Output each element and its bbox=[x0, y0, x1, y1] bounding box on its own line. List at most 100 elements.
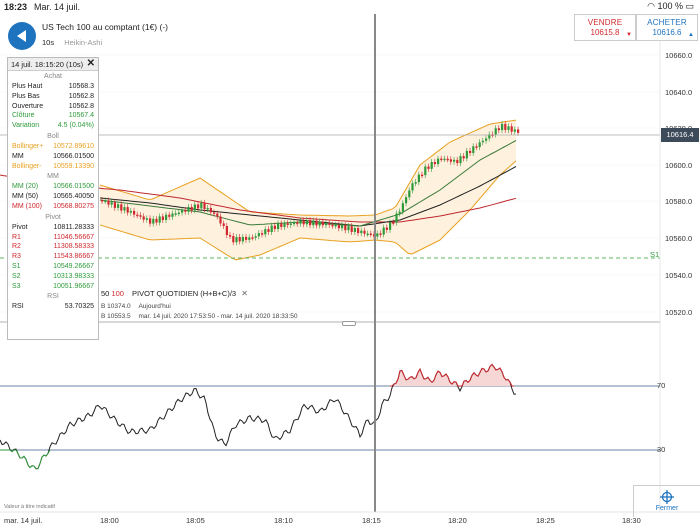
popup-row: Bollinger- 10559.13390 bbox=[8, 162, 98, 172]
popup-header: 14 juil. 18:15:20 (10s) ✕ bbox=[8, 58, 98, 71]
legend-close-icon[interactable]: ✕ bbox=[241, 289, 248, 298]
candle-body bbox=[417, 174, 420, 183]
rsi-oversold-line bbox=[0, 449, 51, 470]
candle-body bbox=[117, 204, 120, 208]
candle-body bbox=[152, 218, 155, 224]
legend-ma100[interactable]: 100 bbox=[111, 289, 124, 298]
candle-body bbox=[267, 229, 270, 233]
popup-row-label: Plus Bas bbox=[12, 92, 40, 100]
candle-body bbox=[478, 142, 481, 148]
popup-row: Variation 4.5 (0.04%) bbox=[8, 121, 98, 131]
popup-row: MM (100) 10568.80275 bbox=[8, 202, 98, 212]
panel-resize-handle[interactable] bbox=[342, 321, 356, 326]
candle-body bbox=[197, 204, 200, 209]
candle-body bbox=[459, 156, 462, 164]
popup-row: S2 10313.98333 bbox=[8, 272, 98, 282]
back-button[interactable] bbox=[8, 22, 36, 50]
popup-row-value: 10567.4 bbox=[68, 112, 94, 120]
current-price-badge: 10616.4 bbox=[661, 128, 699, 142]
popup-section-title: RSI bbox=[47, 293, 59, 301]
candle-body bbox=[360, 230, 363, 234]
close-icon[interactable]: ✕ bbox=[86, 58, 95, 69]
x-axis-tick-label: 18:25 bbox=[536, 516, 555, 525]
candle-body bbox=[171, 213, 174, 217]
candle-body bbox=[123, 207, 126, 211]
interval-label[interactable]: 10s bbox=[42, 38, 55, 47]
x-axis-tick-label: 18:30 bbox=[622, 516, 641, 525]
popup-row-label: MM (50) bbox=[12, 193, 39, 201]
candle-body bbox=[161, 216, 164, 220]
grid-lines bbox=[0, 54, 660, 313]
candle-body bbox=[501, 123, 504, 131]
popup-row-label: Bollinger+ bbox=[12, 142, 44, 150]
candle-body bbox=[145, 218, 148, 220]
candle-body bbox=[136, 214, 139, 217]
candle-body bbox=[139, 215, 142, 217]
instrument-title[interactable]: US Tech 100 au comptant (1€) (-) bbox=[42, 22, 168, 32]
candle-body bbox=[158, 216, 161, 223]
popup-row-value: 10562.8 bbox=[68, 102, 94, 110]
candle-body bbox=[430, 162, 433, 169]
close-button[interactable]: Fermer bbox=[633, 485, 700, 517]
candle-body bbox=[113, 202, 116, 208]
candle-body bbox=[376, 233, 379, 237]
y-axis-tick-label: 10540.0 bbox=[665, 271, 693, 280]
candle-body bbox=[187, 206, 190, 212]
candle-body bbox=[213, 212, 216, 214]
buy-arrow-icon: ▲ bbox=[688, 32, 694, 38]
candle-body bbox=[449, 159, 452, 162]
candle-body bbox=[155, 218, 158, 223]
candle-body bbox=[216, 213, 219, 217]
popup-section-title: Achat bbox=[44, 73, 62, 80]
status-time: 18:23 bbox=[4, 2, 28, 12]
candle-body bbox=[312, 220, 315, 226]
popup-row-value: 10562.8 bbox=[68, 92, 94, 100]
candle-body bbox=[133, 210, 136, 215]
candle-body bbox=[453, 159, 456, 162]
candle-body bbox=[104, 200, 107, 203]
sell-button[interactable]: VENDRE 10615.8 ▼ bbox=[574, 14, 636, 41]
sell-price: 10615.8 bbox=[590, 28, 620, 37]
candle-body bbox=[401, 203, 404, 212]
buy-button[interactable]: ACHETER 10616.6 ▲ bbox=[636, 14, 698, 41]
candle-body bbox=[321, 221, 324, 226]
candle-body bbox=[440, 158, 443, 161]
candle-body bbox=[341, 225, 344, 229]
popup-row-value: 10565.40050 bbox=[53, 193, 94, 201]
crosshair-icon bbox=[660, 490, 674, 504]
rsi-level-30-label: 30 bbox=[657, 445, 666, 454]
legend-ma50[interactable]: 50 bbox=[101, 289, 110, 298]
popup-achat-list: Plus Haut 10568.3 Plus Bas 10562.8 Ouverture… bbox=[8, 82, 98, 131]
candle-body bbox=[389, 222, 392, 230]
popup-row-value: 10559.13390 bbox=[53, 162, 94, 170]
popup-row-label: Pivot bbox=[12, 223, 28, 231]
candle-body bbox=[497, 128, 500, 131]
candle-type-label[interactable]: Heikin-Ashi bbox=[64, 38, 103, 47]
candle-body bbox=[107, 200, 110, 205]
popup-row-value: 10549.26667 bbox=[53, 262, 94, 270]
candle-body bbox=[251, 237, 254, 239]
info-line-2: B 10553.5 mar. 14 juil. 2020 17:53:50 - … bbox=[101, 313, 297, 320]
candle-body bbox=[443, 158, 446, 161]
popup-row-value: 10811.28333 bbox=[53, 223, 94, 231]
candle-body bbox=[485, 138, 488, 141]
popup-row: Clôture 10567.4 bbox=[8, 111, 98, 121]
y-axis-tick-label: 10580.0 bbox=[665, 197, 693, 206]
popup-row-value: 10313.98333 bbox=[53, 272, 94, 280]
candle-body bbox=[344, 225, 347, 231]
candle-body bbox=[238, 237, 241, 242]
candle-body bbox=[270, 225, 273, 233]
candle-body bbox=[504, 123, 507, 130]
popup-row-label: Bollinger- bbox=[12, 162, 42, 170]
x-axis-tick-label: 18:00 bbox=[100, 516, 119, 525]
popup-row: S1 10549.26667 bbox=[8, 262, 98, 272]
popup-row: Plus Bas 10562.8 bbox=[8, 92, 98, 102]
candle-body bbox=[337, 224, 340, 229]
legend-pivot[interactable]: PIVOT QUOTIDIEN (H+B+C)/3 bbox=[132, 289, 237, 298]
candle-body bbox=[241, 236, 244, 242]
candle-body bbox=[174, 213, 177, 215]
candle-body bbox=[328, 223, 331, 225]
battery-percent: 100 % bbox=[657, 1, 683, 11]
candle-body bbox=[318, 221, 321, 226]
